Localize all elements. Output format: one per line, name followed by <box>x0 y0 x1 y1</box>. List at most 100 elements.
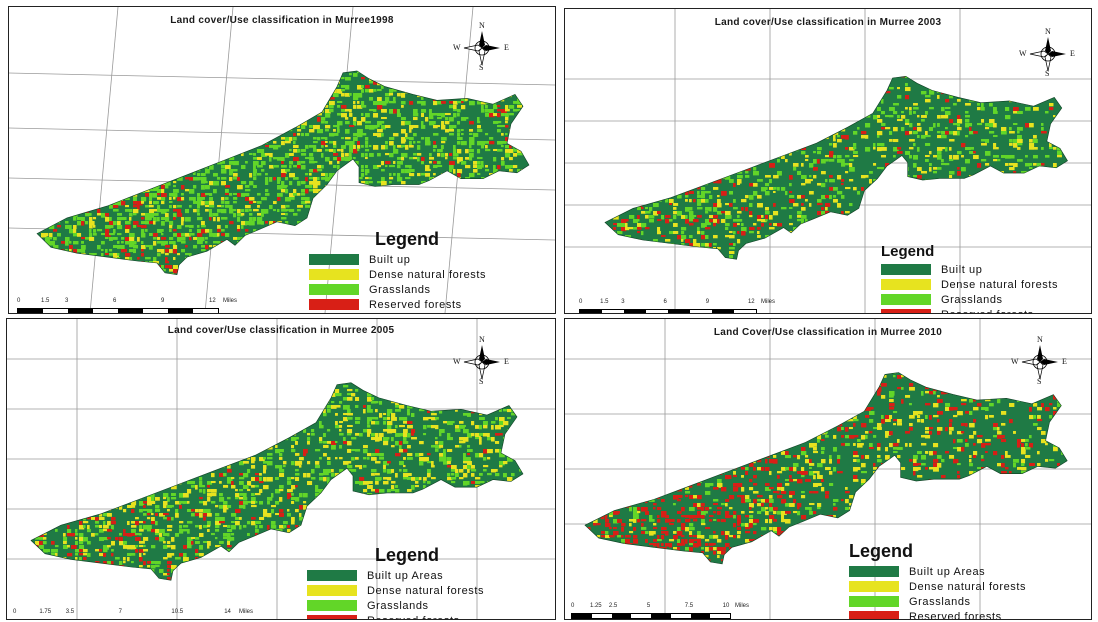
land-cover-cell <box>469 201 473 205</box>
land-cover-cell <box>449 205 452 209</box>
land-cover-cell <box>933 171 937 174</box>
land-cover-cell <box>317 201 322 206</box>
land-cover-cell <box>421 77 427 81</box>
scale-label: 1.5 <box>41 298 50 304</box>
land-cover-cell <box>49 273 53 275</box>
land-cover-cell <box>93 229 97 233</box>
land-cover-cell <box>185 165 188 169</box>
land-cover-cell <box>281 113 285 118</box>
land-cover-cell <box>513 241 517 244</box>
land-cover-cell <box>317 70 321 73</box>
land-cover-cell <box>661 111 665 115</box>
land-cover-cell <box>989 76 993 79</box>
land-cover-cell <box>481 197 484 201</box>
land-cover-cell <box>209 209 212 213</box>
land-cover-cell <box>1025 211 1030 214</box>
land-cover-cell <box>89 253 95 256</box>
land-cover-cell <box>249 245 252 249</box>
land-cover-cell <box>205 105 209 110</box>
land-cover-cell <box>925 191 929 194</box>
land-cover-cell <box>461 225 466 228</box>
land-cover-cell <box>1017 159 1023 162</box>
land-cover-cell <box>201 125 204 129</box>
land-cover-cell <box>285 269 289 273</box>
land-cover-cell <box>749 143 754 146</box>
land-cover-cell <box>173 153 178 156</box>
land-cover-cell <box>145 205 150 208</box>
land-cover-cell <box>341 217 345 221</box>
land-cover-cell <box>381 125 386 130</box>
land-cover-cell <box>245 205 251 209</box>
land-cover-cell <box>489 85 495 88</box>
land-cover-cell <box>277 197 281 201</box>
land-cover-cell <box>693 151 699 155</box>
land-cover-cell <box>665 127 669 131</box>
land-cover-cell <box>977 195 980 200</box>
land-cover-cell <box>817 147 822 151</box>
land-cover-cell <box>177 81 182 86</box>
land-cover-cell <box>85 173 89 177</box>
land-cover-cell <box>933 167 938 170</box>
land-cover-cell <box>885 231 891 235</box>
land-cover-cell <box>105 249 108 253</box>
land-cover-cell <box>137 257 140 260</box>
land-cover-cell <box>161 105 167 108</box>
land-cover-cell <box>893 175 898 179</box>
land-cover-cell <box>917 135 920 139</box>
legend-label: Grasslands <box>369 283 431 296</box>
land-cover-cell <box>1017 215 1022 220</box>
land-cover-cell <box>517 109 522 112</box>
land-cover-cell <box>789 199 795 204</box>
land-cover-cell <box>725 223 730 227</box>
land-cover-cell <box>453 149 457 154</box>
land-cover-cell <box>957 219 962 223</box>
land-cover-cell <box>813 135 819 139</box>
land-cover-cell <box>653 79 656 84</box>
land-cover-cell <box>73 121 77 124</box>
land-cover-cell <box>265 173 268 176</box>
land-cover-cell <box>117 161 120 166</box>
land-cover-cell <box>429 89 435 93</box>
land-cover-cell <box>697 195 703 198</box>
land-cover-cell <box>397 177 403 182</box>
land-cover-cell <box>701 195 705 199</box>
land-cover-cell <box>897 87 900 90</box>
land-cover-cell <box>233 169 238 172</box>
land-cover-cell <box>109 201 114 204</box>
land-cover-cell <box>165 265 171 269</box>
land-cover-cell <box>365 65 367 70</box>
land-cover-cell <box>497 89 502 94</box>
land-cover-cell <box>257 137 261 142</box>
land-cover-cell <box>485 189 488 193</box>
land-cover-cell <box>685 195 689 198</box>
land-cover-cell <box>345 137 351 140</box>
land-cover-cell <box>337 113 343 116</box>
land-cover-cell <box>181 233 186 237</box>
land-cover-cell <box>753 115 758 119</box>
land-cover-cell <box>853 87 858 91</box>
land-cover-cell <box>993 111 998 114</box>
land-cover-cell <box>189 197 195 201</box>
land-cover-cell <box>117 145 121 150</box>
land-cover-cell <box>229 257 234 261</box>
land-cover-cell <box>1009 99 1012 103</box>
land-cover-cell <box>893 227 897 232</box>
land-cover-cell <box>485 105 488 109</box>
land-cover-cell <box>201 221 205 226</box>
land-cover-cell <box>509 245 514 249</box>
land-cover-cell <box>245 193 250 197</box>
land-cover-cell <box>233 209 237 212</box>
land-cover-cell <box>657 83 662 86</box>
land-cover-cell <box>957 131 960 136</box>
land-cover-cell <box>685 199 688 202</box>
land-cover-cell <box>209 101 215 105</box>
land-cover-cell <box>529 205 533 210</box>
land-cover-cell <box>521 113 526 118</box>
land-cover-cell <box>953 183 958 188</box>
land-cover-cell <box>385 197 388 202</box>
land-cover-cell <box>365 89 371 93</box>
land-cover-cell <box>857 111 861 116</box>
land-cover-cell <box>341 109 347 112</box>
land-cover-cell <box>313 185 318 189</box>
land-cover-cell <box>289 85 292 89</box>
